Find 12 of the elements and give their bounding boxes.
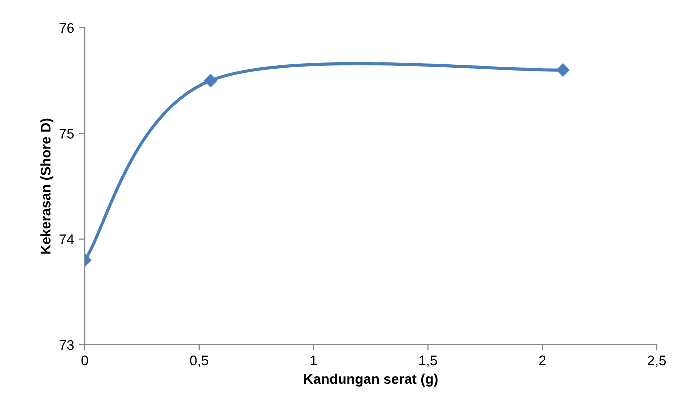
x-tick-label: 2,5 [648,356,666,368]
x-tick-label: 2 [539,356,546,366]
x-tick-label: 0 [82,356,88,366]
x-axis-title: Kandungan serat (g) [304,374,438,387]
x-tick-label: 1,5 [420,356,438,368]
y-axis-title: Kekerasan (Shore D) [40,118,54,254]
y-tick-label: 75 [60,129,74,139]
y-tick-label: 74 [60,234,74,244]
x-tick-label: 1 [310,356,317,366]
y-tick-label: 73 [60,340,74,350]
x-tick-label: 0,5 [190,356,208,368]
y-tick-label: 76 [60,23,74,34]
